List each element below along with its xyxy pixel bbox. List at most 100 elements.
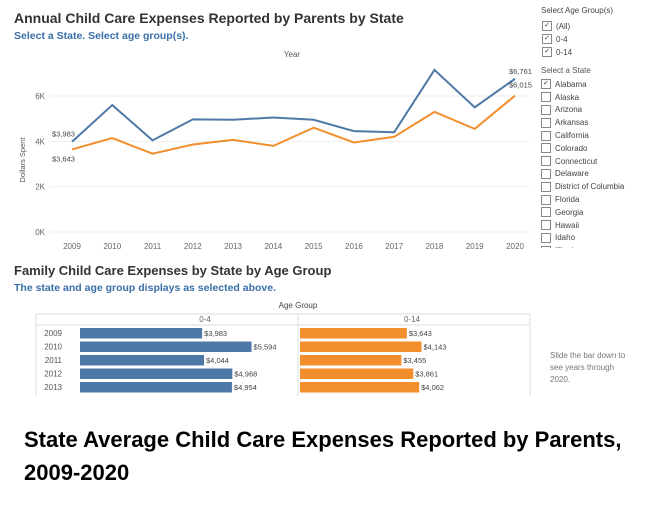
state-option-label: Arizona <box>555 105 583 115</box>
state-option[interactable]: Connecticut <box>541 155 641 168</box>
state-option[interactable]: Colorado <box>541 142 641 155</box>
bar-value-label: $4,062 <box>421 383 444 392</box>
y-tick-label: 4K <box>35 137 45 146</box>
state-option-label: Connecticut <box>555 156 598 166</box>
state-option[interactable]: Illinois <box>541 244 641 248</box>
bar-value-label: $3,861 <box>415 370 438 379</box>
bar-0-4-2012[interactable] <box>80 368 233 380</box>
x-tick-label: 2017 <box>385 242 403 251</box>
x-tick-label: 2014 <box>264 242 282 251</box>
state-option[interactable]: Alaska <box>541 91 641 104</box>
state-option[interactable]: Idaho <box>541 232 641 245</box>
state-list[interactable]: ✓ Alabama Alaska Arizona Arkansas California C… <box>541 78 641 248</box>
checkbox-empty-icon[interactable] <box>541 92 551 103</box>
bar-group-header-0-4: 0-4 <box>199 315 211 324</box>
bar-0-14-2009[interactable] <box>300 328 407 339</box>
age-option[interactable]: ✓ (All) <box>542 20 570 32</box>
state-option[interactable]: Florida <box>541 193 641 206</box>
checkbox-empty-icon[interactable] <box>541 168 551 179</box>
checkbox-empty-icon[interactable] <box>541 232 551 243</box>
x-tick-label: 2016 <box>345 242 363 251</box>
checkbox-empty-icon[interactable] <box>541 130 551 141</box>
bar-0-14-2012[interactable] <box>300 368 414 380</box>
y-axis-label: Dollars Spent <box>18 137 27 183</box>
scroll-note: Slide the bar down to see years through … <box>550 351 626 384</box>
bar-0-4-2010[interactable] <box>80 341 252 353</box>
bar-0-14-2010[interactable] <box>300 341 422 353</box>
age-group-filter-header: Select Age Group(s) <box>541 6 614 15</box>
bar-0-14-2013[interactable] <box>300 382 420 393</box>
x-tick-label: 2019 <box>466 242 484 251</box>
point-label: $3,643 <box>52 154 75 163</box>
point-label: $6,015 <box>509 81 532 90</box>
bar-category-label: 2010 <box>44 343 62 352</box>
bar-category-label: 2011 <box>45 356 63 365</box>
checkbox-empty-icon[interactable] <box>541 117 551 128</box>
state-option[interactable]: ✓ Alabama <box>541 78 641 91</box>
y-tick-label: 6K <box>35 92 45 101</box>
bar-chart-title: Family Child Care Expenses by State by A… <box>14 263 332 278</box>
age-option[interactable]: ✓ 0-4 <box>542 33 568 45</box>
state-option-label: Idaho <box>555 233 576 243</box>
state-option[interactable]: Delaware <box>541 168 641 181</box>
checkbox-checked-icon[interactable]: ✓ <box>542 21 552 31</box>
checkbox-empty-icon[interactable] <box>541 156 551 167</box>
state-option-label: Alaska <box>555 92 580 102</box>
line-chart-title: Annual Child Care Expenses Reported by P… <box>14 10 404 26</box>
series-line-0-14[interactable] <box>71 94 516 155</box>
checkbox-checked-icon[interactable]: ✓ <box>542 34 552 44</box>
state-option-label: Georgia <box>555 207 584 217</box>
y-tick-label: 2K <box>35 183 45 192</box>
bar-value-label: $3,643 <box>409 329 432 338</box>
line-chart-axis-header: Year <box>284 50 301 59</box>
state-option[interactable]: California <box>541 129 641 142</box>
state-option-label: Delaware <box>555 169 589 179</box>
state-option-label: Florida <box>555 195 580 205</box>
bar-chart-subtitle: The state and age group displays as sele… <box>14 282 277 294</box>
state-option-label: California <box>555 131 589 141</box>
state-option[interactable]: District of Columbia <box>541 180 641 193</box>
checkbox-empty-icon[interactable] <box>541 207 551 218</box>
checkbox-empty-icon[interactable] <box>541 245 551 248</box>
state-option-label: Alabama <box>555 79 587 89</box>
state-option[interactable]: Hawaii <box>541 219 641 232</box>
bar-value-label: $4,968 <box>234 370 257 379</box>
state-option-label: Hawaii <box>555 220 580 230</box>
caption: State Average Child Care Expenses Report… <box>24 427 622 485</box>
checkbox-empty-icon[interactable] <box>541 143 551 154</box>
state-option-label: Arkansas <box>555 118 589 128</box>
y-tick-label: 0K <box>35 228 45 237</box>
checkbox-empty-icon[interactable] <box>541 104 551 115</box>
bar-chart-axis-header: Age Group <box>279 301 318 310</box>
x-tick-label: 2012 <box>184 242 202 251</box>
line-chart-subtitle: Select a State. Select age group(s). <box>14 30 189 42</box>
checkbox-empty-icon[interactable] <box>541 181 551 192</box>
checkbox-empty-icon[interactable] <box>541 194 551 205</box>
bar-value-label: $4,044 <box>206 356 229 365</box>
bar-group-header-0-14: 0-14 <box>404 315 421 324</box>
bar-category-label: 2012 <box>44 370 62 379</box>
bar-value-label: $5,594 <box>254 343 277 352</box>
x-tick-label: 2018 <box>426 242 444 251</box>
state-option[interactable]: Arizona <box>541 104 641 117</box>
bar-0-4-2013[interactable] <box>80 382 232 393</box>
age-option-label: 0-14 <box>556 47 573 57</box>
x-tick-label: 2020 <box>506 242 524 251</box>
bar-value-label: $3,983 <box>204 329 227 338</box>
bar-0-14-2011[interactable] <box>300 355 402 366</box>
state-filter-header: Select a State <box>541 66 591 75</box>
bar-value-label: $3,455 <box>403 356 426 365</box>
checkbox-checked-icon[interactable]: ✓ <box>542 47 552 57</box>
series-line-0-4[interactable] <box>71 68 516 143</box>
age-option-label: 0-4 <box>556 34 568 44</box>
x-tick-label: 2011 <box>144 242 162 251</box>
bar-0-4-2009[interactable] <box>80 328 203 339</box>
age-option[interactable]: ✓ 0-14 <box>542 46 572 58</box>
state-option[interactable]: Arkansas <box>541 116 641 129</box>
x-tick-label: 2015 <box>305 242 323 251</box>
bar-0-4-2011[interactable] <box>80 355 205 366</box>
checkbox-checked-icon[interactable]: ✓ <box>541 79 551 90</box>
checkbox-empty-icon[interactable] <box>541 220 551 231</box>
line-chart: Year Dollars Spent 0K 2K 4K 6K 2009 2010 2011… <box>18 50 532 251</box>
state-option[interactable]: Georgia <box>541 206 641 219</box>
